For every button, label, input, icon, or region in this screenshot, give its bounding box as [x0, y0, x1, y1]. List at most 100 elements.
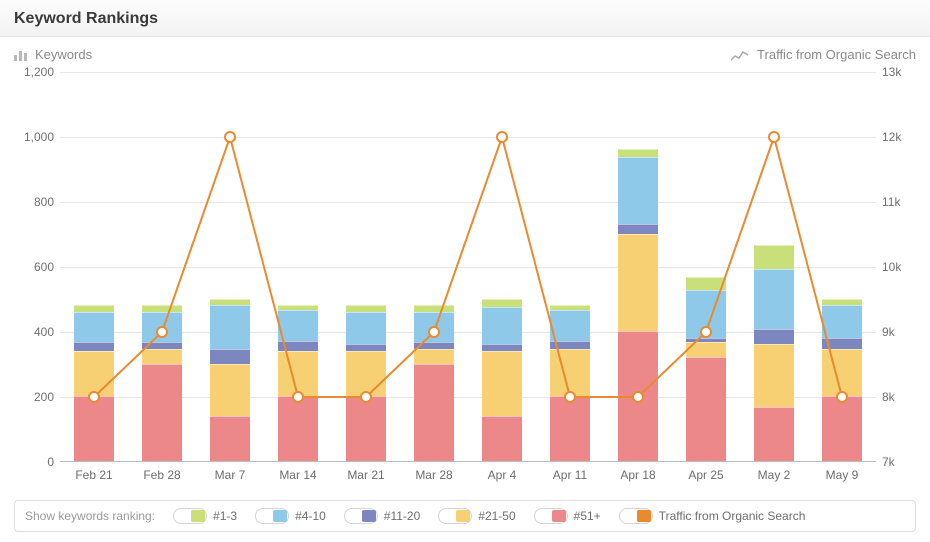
legend-toggle-rank_51[interactable]: [534, 508, 568, 524]
bar-segment-rank_4_10: [754, 269, 795, 329]
legend-label-rank_1_3: #1-3: [213, 509, 237, 523]
x-tick: Mar 28: [400, 462, 468, 486]
bar-segment-rank_51: [278, 396, 319, 461]
legend-swatch-rank_51: [552, 510, 566, 522]
bar-segment-rank_21_50: [142, 349, 183, 364]
bar-segment-rank_51: [754, 407, 795, 461]
bar-segment-rank_4_10: [482, 307, 523, 344]
bar-segment-rank_4_10: [822, 305, 863, 338]
y-axis-left: 02004006008001,0001,200: [14, 72, 60, 461]
y-left-tick: 0: [47, 455, 54, 469]
y-left-tick: 600: [34, 260, 54, 274]
legend-toggle-rank_21_50[interactable]: [438, 508, 472, 524]
legend-item-rank_51[interactable]: #51+: [534, 508, 601, 524]
y-right-tick: 8k: [882, 390, 895, 404]
bar-stack[interactable]: [74, 305, 115, 461]
bar-stack[interactable]: [278, 305, 319, 461]
bar-slot: [604, 72, 672, 461]
bar-segment-rank_21_50: [210, 364, 251, 416]
legend-item-rank_21_50[interactable]: #21-50: [438, 508, 515, 524]
plot: 02004006008001,0001,200 7k8k9k10k11k12k1…: [60, 72, 876, 462]
legend-label-rank_4_10: #4-10: [295, 509, 326, 523]
bar-stack[interactable]: [414, 305, 455, 461]
bar-stack[interactable]: [550, 305, 591, 461]
bar-segment-rank_51: [414, 364, 455, 462]
bar-segment-rank_4_10: [74, 312, 115, 343]
bar-segment-rank_4_10: [414, 312, 455, 343]
toolbar-right-label: Traffic from Organic Search: [757, 47, 916, 62]
legend-label-rank_11_20: #11-20: [384, 509, 420, 523]
legend-bar: Show keywords ranking: #1-3#4-10#11-20#2…: [14, 500, 916, 532]
bar-segment-rank_11_20: [550, 341, 591, 349]
y-right-tick: 13k: [882, 65, 901, 79]
y-right-tick: 7k: [882, 455, 895, 469]
bar-stack[interactable]: [210, 299, 251, 462]
bar-segment-rank_1_3: [754, 245, 795, 269]
legend-label-traffic: Traffic from Organic Search: [659, 509, 806, 523]
bar-stack[interactable]: [822, 299, 863, 462]
bar-chart-icon: [14, 49, 27, 61]
legend-swatch-rank_21_50: [456, 510, 470, 522]
y-left-tick: 1,200: [24, 65, 54, 79]
chart-toolbar: Keywords Traffic from Organic Search: [0, 37, 930, 72]
legend-item-rank_1_3[interactable]: #1-3: [173, 508, 237, 524]
bar-slot: [196, 72, 264, 461]
bar-segment-rank_4_10: [618, 157, 659, 224]
x-tick: May 2: [740, 462, 808, 486]
bar-segment-rank_21_50: [414, 349, 455, 364]
toolbar-right[interactable]: Traffic from Organic Search: [731, 47, 916, 62]
x-tick: May 9: [808, 462, 876, 486]
bar-segment-rank_21_50: [346, 351, 387, 397]
bar-segment-rank_51: [74, 396, 115, 461]
y-left-tick: 800: [34, 195, 54, 209]
bar-segment-rank_51: [686, 357, 727, 461]
bar-segment-rank_21_50: [618, 234, 659, 332]
toolbar-left[interactable]: Keywords: [14, 47, 92, 62]
bar-segment-rank_21_50: [754, 344, 795, 407]
x-tick: Mar 7: [196, 462, 264, 486]
legend-item-traffic[interactable]: Traffic from Organic Search: [619, 508, 806, 524]
y-right-tick: 10k: [882, 260, 901, 274]
y-left-tick: 200: [34, 390, 54, 404]
legend-toggle-rank_1_3[interactable]: [173, 508, 207, 524]
bar-stack[interactable]: [346, 305, 387, 461]
bar-segment-rank_11_20: [74, 342, 115, 350]
bar-stack[interactable]: [754, 245, 795, 461]
bar-segment-rank_1_3: [482, 299, 523, 307]
legend-toggle-rank_11_20[interactable]: [344, 508, 378, 524]
legend-toggle-rank_4_10[interactable]: [255, 508, 289, 524]
bar-stack[interactable]: [618, 149, 659, 461]
bar-segment-rank_51: [346, 396, 387, 461]
x-tick: Apr 18: [604, 462, 672, 486]
bar-segment-rank_21_50: [686, 342, 727, 357]
bar-stack[interactable]: [686, 277, 727, 461]
bar-slot: [808, 72, 876, 461]
bar-slot: [740, 72, 808, 461]
bar-stack[interactable]: [142, 305, 183, 461]
bar-segment-rank_1_3: [686, 277, 727, 290]
bar-segment-rank_4_10: [210, 305, 251, 349]
bar-segment-rank_4_10: [278, 310, 319, 341]
y-right-tick: 9k: [882, 325, 895, 339]
legend-swatch-rank_11_20: [362, 510, 376, 522]
bar-segment-rank_11_20: [278, 341, 319, 351]
bar-segment-rank_11_20: [618, 224, 659, 234]
legend-toggle-traffic[interactable]: [619, 508, 653, 524]
keyword-rankings-panel: Keyword Rankings Keywords Traffic from O…: [0, 0, 930, 532]
bar-stack[interactable]: [482, 299, 523, 462]
legend-item-rank_4_10[interactable]: #4-10: [255, 508, 326, 524]
bar-slot: [264, 72, 332, 461]
y-left-tick: 1,000: [24, 130, 54, 144]
bar-slot: [400, 72, 468, 461]
x-tick: Mar 21: [332, 462, 400, 486]
legend-item-rank_11_20[interactable]: #11-20: [344, 508, 420, 524]
bar-slot: [60, 72, 128, 461]
y-right-tick: 12k: [882, 130, 901, 144]
bar-segment-rank_4_10: [346, 312, 387, 345]
x-tick: Mar 14: [264, 462, 332, 486]
bar-segment-rank_51: [618, 331, 659, 461]
x-tick: Feb 28: [128, 462, 196, 486]
bar-segment-rank_4_10: [686, 290, 727, 337]
bar-slot: [332, 72, 400, 461]
bar-segment-rank_11_20: [822, 338, 863, 349]
